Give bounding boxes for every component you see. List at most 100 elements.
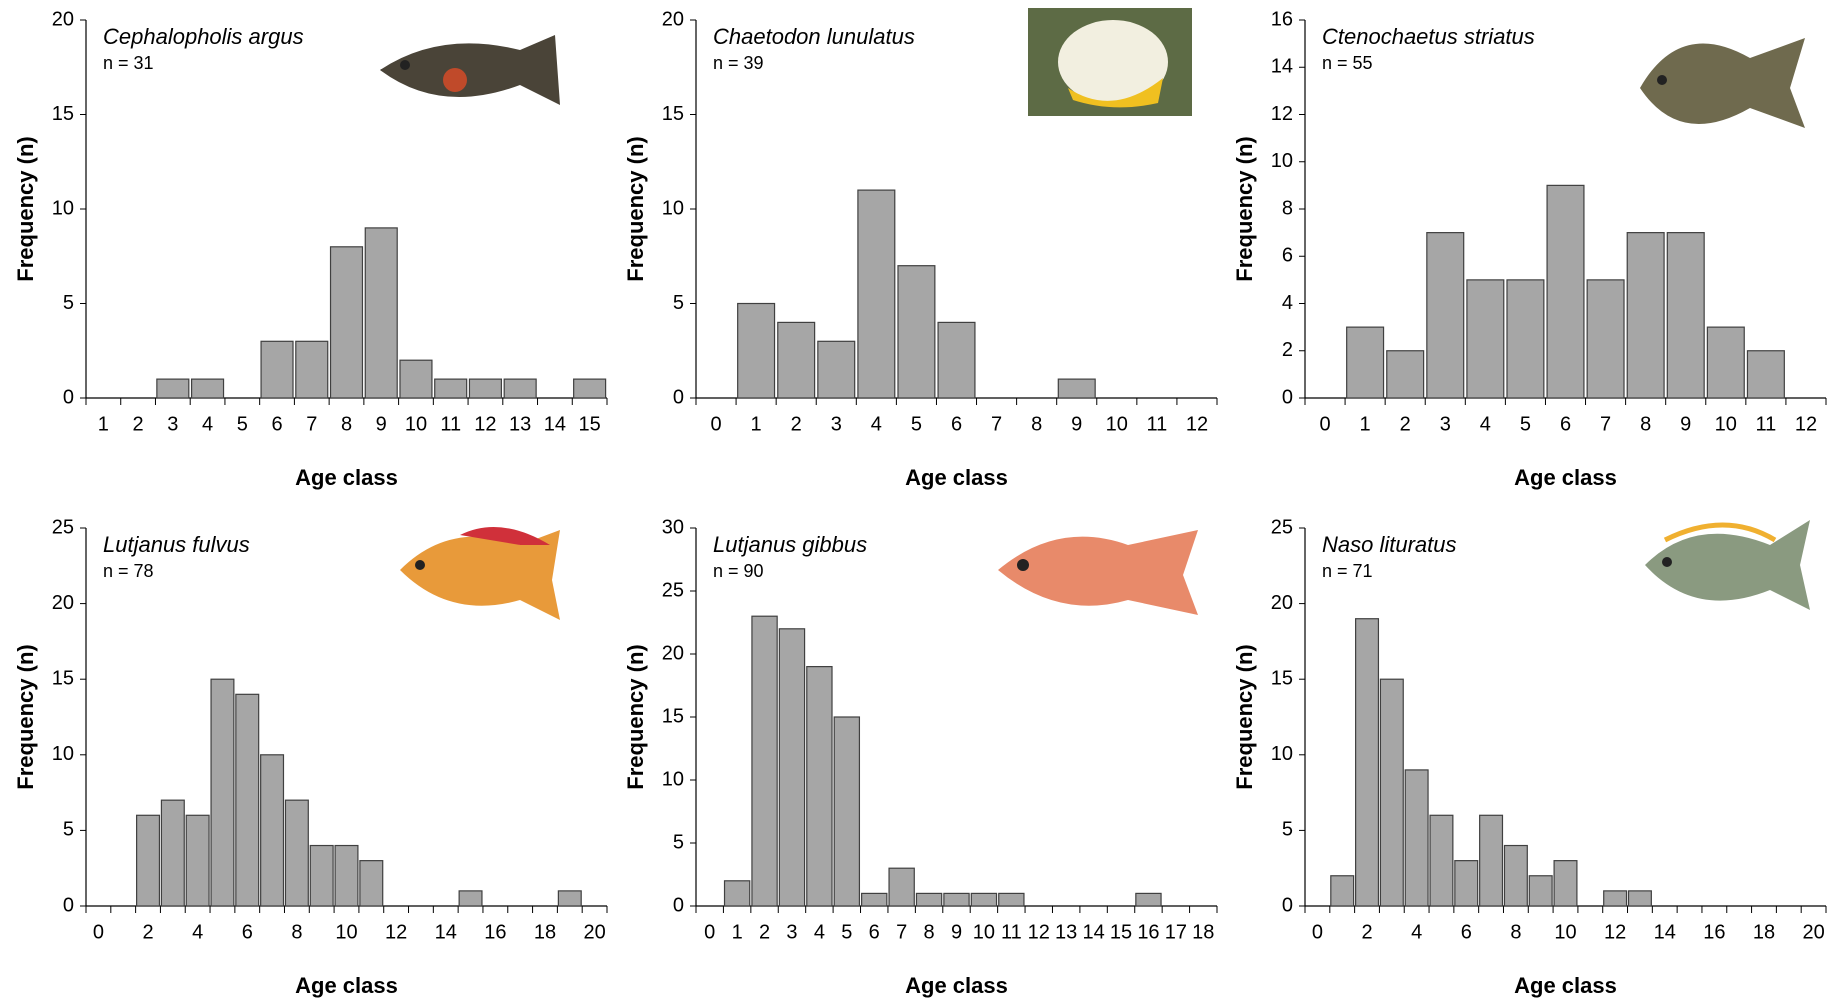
y-tick-label: 20	[52, 592, 74, 614]
x-tick-label: 11	[440, 413, 461, 435]
y-tick-label: 5	[1282, 819, 1293, 841]
x-axis-label: Age class	[295, 465, 398, 490]
bar	[778, 628, 806, 907]
chart-subtitle: n = 39	[713, 53, 764, 73]
x-tick-label: 12	[1795, 413, 1817, 435]
x-tick-label: 13	[1055, 921, 1077, 943]
x-tick-label: 9	[1071, 413, 1082, 435]
y-tick-label: 10	[662, 197, 684, 219]
y-tick-label: 25	[662, 579, 684, 601]
y-axis-label: Frequency (n)	[13, 644, 38, 789]
x-tick-label: 12	[385, 921, 407, 943]
bar	[723, 880, 751, 907]
x-tick-label: 18	[534, 921, 556, 943]
bar	[937, 321, 976, 399]
x-tick-label: 15	[579, 413, 601, 435]
bar	[737, 302, 776, 399]
bar	[1386, 350, 1425, 399]
bar	[260, 754, 285, 907]
x-tick-label: 6	[1461, 921, 1472, 943]
bar	[1506, 279, 1545, 399]
x-tick-label: 14	[544, 413, 566, 435]
panel: 0 5 10 15 20 25 0 2 4 6 8 10 12 14 16 18 20 Lutjanus fulv…	[13, 516, 608, 998]
x-tick-label: 11	[1147, 413, 1168, 435]
y-tick-label: 4	[1282, 292, 1293, 314]
y-tick-label: 8	[1282, 197, 1293, 219]
y-tick-label: 12	[1271, 103, 1293, 125]
x-tick-label: 3	[786, 921, 797, 943]
y-tick-label: 15	[52, 667, 74, 689]
x-tick-label: 16	[1137, 921, 1159, 943]
bar	[888, 867, 915, 907]
x-tick-label: 10	[335, 921, 357, 943]
bar	[751, 615, 778, 907]
y-tick-label: 0	[673, 386, 684, 408]
bar	[185, 814, 210, 907]
bar	[1666, 232, 1705, 399]
x-tick-label: 8	[1031, 413, 1042, 435]
x-tick-label: 18	[1192, 921, 1214, 943]
x-tick-label: 9	[951, 921, 962, 943]
bar	[1135, 892, 1162, 907]
x-tick-label: 14	[1082, 921, 1104, 943]
x-tick-label: 4	[202, 413, 213, 435]
y-tick-label: 20	[1271, 592, 1293, 614]
x-tick-label: 6	[271, 413, 282, 435]
bar	[1057, 378, 1096, 399]
x-tick-label: 8	[291, 921, 302, 943]
bar	[364, 227, 398, 399]
x-tick-label: 10	[1106, 413, 1128, 435]
x-tick-label: 2	[1361, 921, 1372, 943]
bar	[309, 844, 334, 907]
y-tick-label: 14	[1271, 56, 1293, 78]
x-tick-label: 15	[1110, 921, 1132, 943]
x-tick-label: 2	[133, 413, 144, 435]
x-tick-label: 6	[242, 921, 253, 943]
y-tick-label: 10	[1271, 150, 1293, 172]
x-tick-label: 13	[509, 413, 531, 435]
bar	[1466, 279, 1505, 399]
bar	[458, 890, 483, 907]
x-tick-label: 18	[1753, 921, 1775, 943]
fish-illustration	[998, 530, 1198, 615]
chart-title: Ctenochaetus striatus	[1322, 24, 1535, 49]
chart-title: Naso lituratus	[1322, 532, 1457, 557]
x-tick-label: 6	[1560, 413, 1571, 435]
bar	[857, 189, 896, 399]
x-tick-label: 8	[1640, 413, 1651, 435]
bar	[1603, 890, 1628, 907]
x-tick-label: 10	[1554, 921, 1576, 943]
bar	[861, 892, 888, 907]
x-tick-label: 20	[1802, 921, 1824, 943]
x-tick-label: 12	[1028, 921, 1050, 943]
x-axis-label: Age class	[295, 973, 398, 998]
bar	[777, 321, 816, 399]
y-axis-label: Frequency (n)	[1232, 644, 1257, 789]
y-tick-label: 20	[52, 8, 74, 30]
x-tick-label: 20	[583, 921, 605, 943]
bar	[260, 340, 294, 399]
bar	[817, 340, 856, 399]
bar	[1404, 769, 1429, 907]
y-tick-label: 30	[662, 516, 684, 538]
x-tick-label: 10	[973, 921, 995, 943]
bar	[1626, 232, 1665, 399]
chart-subtitle: n = 31	[103, 53, 154, 73]
chart-title: Lutjanus fulvus	[103, 532, 250, 557]
x-tick-label: 17	[1165, 921, 1187, 943]
bar	[1706, 326, 1745, 399]
x-tick-label: 10	[1715, 413, 1737, 435]
bar	[1553, 860, 1578, 907]
x-tick-label: 4	[1411, 921, 1422, 943]
bar	[1426, 232, 1465, 399]
y-tick-label: 15	[662, 705, 684, 727]
y-tick-label: 25	[52, 516, 74, 538]
x-tick-label: 16	[484, 921, 506, 943]
y-tick-label: 15	[52, 103, 74, 125]
bar	[1503, 844, 1528, 907]
y-axis-label: Frequency (n)	[623, 136, 648, 281]
y-tick-label: 10	[52, 743, 74, 765]
bar	[1346, 326, 1385, 399]
